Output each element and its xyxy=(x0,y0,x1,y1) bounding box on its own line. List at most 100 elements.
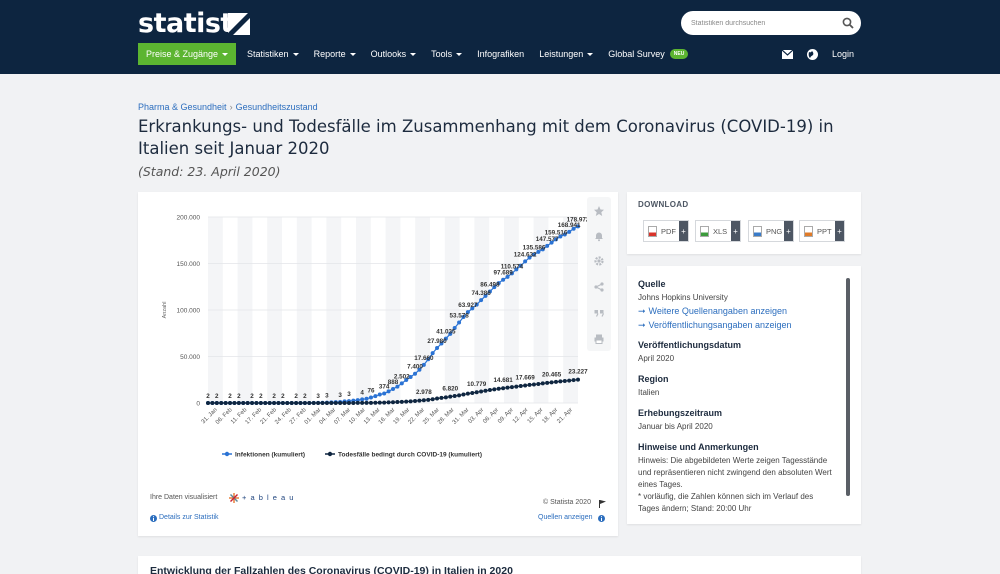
info-scrollbar[interactable] xyxy=(846,278,850,496)
pubdate-heading: Veröffentlichungsdatum xyxy=(638,340,838,350)
data-label: 135.586 xyxy=(523,245,546,252)
data-point xyxy=(417,399,421,403)
data-point xyxy=(523,259,527,263)
data-point xyxy=(325,401,329,405)
new-badge: NEU xyxy=(670,49,689,59)
nav-item[interactable]: Infografiken xyxy=(477,49,524,59)
search-box[interactable] xyxy=(681,11,861,35)
flag-icon[interactable] xyxy=(599,500,606,508)
page-subtitle: (Stand: 23. April 2020) xyxy=(138,164,281,179)
nav-item[interactable]: Outlooks xyxy=(371,49,417,59)
breadcrumb-separator: › xyxy=(230,102,233,112)
nav-item-label: Preise & Zugänge xyxy=(146,49,218,59)
publication-details-label[interactable]: Veröffentlichungsangaben anzeigen xyxy=(649,320,792,330)
caret-down-icon xyxy=(410,53,416,56)
data-label: 2.502 xyxy=(394,373,410,380)
search-icon[interactable] xyxy=(842,17,854,29)
data-point xyxy=(303,401,307,405)
print-icon[interactable] xyxy=(593,333,605,345)
data-point xyxy=(558,379,562,383)
info-icon xyxy=(150,515,157,522)
y-tick-label: 50.000 xyxy=(180,354,200,361)
nav-item[interactable]: Global Survey NEU xyxy=(608,49,688,59)
gear-icon[interactable] xyxy=(593,255,605,267)
data-label: 53.578 xyxy=(449,313,469,320)
data-point xyxy=(307,401,311,405)
download-xls-button[interactable]: XLS + xyxy=(695,220,741,242)
data-point xyxy=(210,401,214,405)
data-point xyxy=(514,385,518,389)
header-actions: Login xyxy=(782,43,854,65)
download-png-button[interactable]: PNG + xyxy=(748,220,794,242)
data-point xyxy=(576,378,580,382)
breadcrumb-item[interactable]: Gesundheitszustand xyxy=(236,102,318,112)
data-point xyxy=(501,386,505,390)
download-ppt-button[interactable]: PPT + xyxy=(799,220,845,242)
data-point xyxy=(237,401,241,405)
data-label: 2 xyxy=(206,393,210,400)
plus-icon[interactable]: + xyxy=(679,221,688,241)
more-sources-link[interactable]: ➞ Weitere Quellenangaben anzeigen xyxy=(638,304,838,318)
legend-label: Todesfälle bedingt durch COVID-19 (kumul… xyxy=(338,452,482,459)
nav-item-label: Statistiken xyxy=(247,49,289,59)
statista-logo-mark-icon[interactable] xyxy=(228,13,250,35)
legend-marker xyxy=(225,452,229,456)
login-link[interactable]: Login xyxy=(832,49,854,59)
plus-icon[interactable]: + xyxy=(835,221,844,241)
download-title: DOWNLOAD xyxy=(638,200,688,209)
more-sources-label[interactable]: Weitere Quellenangaben anzeigen xyxy=(649,306,787,316)
y-axis-label: Anzahl xyxy=(162,302,168,319)
plus-icon[interactable]: + xyxy=(731,221,740,241)
data-point xyxy=(400,381,404,385)
sources-link[interactable]: Quellen anzeigen xyxy=(538,514,593,521)
data-point xyxy=(272,401,276,405)
data-point xyxy=(215,401,219,405)
breadcrumb-item[interactable]: Pharma & Gesundheit xyxy=(138,102,227,112)
publication-details-link[interactable]: ➞ Veröffentlichungsangaben anzeigen xyxy=(638,318,838,332)
nav-item[interactable]: Reporte xyxy=(314,49,356,59)
data-point xyxy=(281,401,285,405)
download-pdf-button[interactable]: PDF + xyxy=(643,220,689,242)
download-format-label: XLS xyxy=(713,227,727,236)
data-point xyxy=(563,379,567,383)
details-link[interactable]: Details zur Statistik xyxy=(159,514,219,521)
plus-icon[interactable]: + xyxy=(784,221,793,241)
info-card: Quelle Johns Hopkins University ➞ Weitere… xyxy=(627,266,861,524)
data-point xyxy=(457,393,461,397)
region-heading: Region xyxy=(638,374,838,384)
top-header: statista Preise & ZugängeStatistikenRepo… xyxy=(0,0,1000,74)
data-point xyxy=(510,385,514,389)
data-label: 41.035 xyxy=(436,329,456,336)
quote-icon[interactable] xyxy=(593,307,605,319)
data-label: 74.386 xyxy=(471,290,491,297)
nav-item[interactable]: Statistiken xyxy=(247,49,299,59)
nav-item[interactable]: Tools xyxy=(431,49,462,59)
notes-text: Hinweis: Die abgebildeten Werte zeigen T… xyxy=(638,455,838,491)
data-point xyxy=(479,389,483,393)
data-point xyxy=(439,396,443,400)
data-point xyxy=(268,401,272,405)
share-icon[interactable] xyxy=(593,281,605,293)
nav-item-label: Leistungen xyxy=(539,49,583,59)
data-point xyxy=(232,401,236,405)
data-point xyxy=(409,399,413,403)
data-point xyxy=(294,401,298,405)
nav-item[interactable]: Leistungen xyxy=(539,49,593,59)
tableau-wordmark: + a b l e a u xyxy=(242,493,294,502)
data-point xyxy=(378,392,382,396)
data-point xyxy=(369,396,373,400)
data-label: 2.978 xyxy=(416,389,432,396)
globe-icon[interactable] xyxy=(807,49,818,60)
search-input[interactable] xyxy=(691,16,841,30)
notes-text-2: * vorläufig, die Zahlen können sich im V… xyxy=(638,491,838,503)
period-value: Januar bis April 2020 xyxy=(638,421,838,433)
data-point xyxy=(351,401,355,405)
data-point xyxy=(259,401,263,405)
star-icon[interactable] xyxy=(593,205,605,217)
mail-icon[interactable] xyxy=(782,50,793,59)
nav-item[interactable]: Preise & Zugänge xyxy=(138,43,236,65)
bell-icon[interactable] xyxy=(593,230,605,242)
data-label: 124.632 xyxy=(514,251,537,258)
data-point xyxy=(250,401,254,405)
